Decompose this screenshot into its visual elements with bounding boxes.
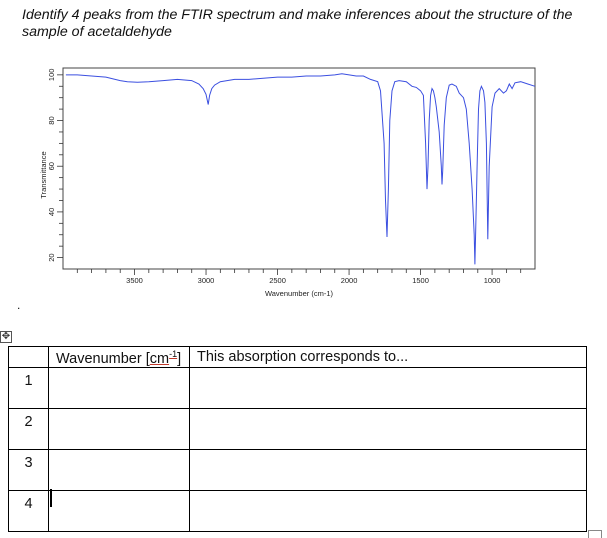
- table-row: 4: [8, 489, 587, 532]
- x-tick-label: 1500: [412, 276, 429, 285]
- row-number: 4: [8, 490, 49, 532]
- x-axis-ticks: [76, 269, 522, 275]
- stray-dot: .: [17, 298, 21, 312]
- x-axis-label: Wavenumber (cm-1): [265, 289, 334, 298]
- y-tick-label: 100: [47, 69, 56, 82]
- y-tick-label: 60: [47, 162, 56, 170]
- y-axis-label: Transmittance: [39, 151, 48, 198]
- header-wavenumber-pre: Wavenumber [: [56, 350, 150, 367]
- row-number: 2: [8, 408, 49, 450]
- header-number-cell: [8, 346, 49, 368]
- y-axis-ticks: [57, 74, 63, 258]
- y-tick-labels: 20 40 60 80 100: [47, 69, 56, 262]
- inference-cell[interactable]: [189, 408, 587, 450]
- table-row: 3: [8, 449, 587, 491]
- move-arrows-icon[interactable]: ✥: [0, 331, 12, 343]
- x-tick-label: 3500: [126, 276, 143, 285]
- wavenumber-cell[interactable]: [48, 449, 190, 491]
- ftir-spectrum-chart: 3500 3000 2500 2000 1500 1000 20 40 60 80 100 Wav…: [39, 67, 536, 298]
- x-tick-label: 2000: [341, 276, 358, 285]
- answer-table: Wavenumber [cm-1] This absorption corres…: [8, 346, 587, 532]
- wavenumber-cell[interactable]: [48, 408, 190, 450]
- x-tick-labels: 3500 3000 2500 2000 1500 1000: [126, 276, 500, 285]
- header-wavenumber-exp: -1: [169, 349, 178, 359]
- y-tick-label: 40: [47, 208, 56, 216]
- header-wavenumber-cell: Wavenumber [cm-1]: [48, 346, 190, 368]
- header-inference-cell: This absorption corresponds to...: [189, 346, 587, 368]
- table-header-row: Wavenumber [cm-1] This absorption corres…: [8, 346, 587, 368]
- row-number: 1: [8, 367, 49, 409]
- text-cursor: [50, 489, 52, 507]
- table-row: 1: [8, 367, 587, 409]
- inference-cell[interactable]: [189, 367, 587, 409]
- x-tick-label: 2500: [269, 276, 286, 285]
- wavenumber-cell[interactable]: [48, 367, 190, 409]
- inference-cell[interactable]: [189, 490, 587, 532]
- y-tick-label: 80: [47, 116, 56, 124]
- row-number: 3: [8, 449, 49, 491]
- question-text: Identify 4 peaks from the FTIR spectrum …: [22, 7, 573, 40]
- x-tick-label: 1000: [484, 276, 501, 285]
- table-row: 2: [8, 408, 587, 450]
- y-tick-label: 20: [47, 253, 56, 261]
- plot-frame: [62, 67, 536, 270]
- header-wavenumber-unit: cm: [149, 350, 170, 367]
- resize-handle-icon[interactable]: [588, 530, 602, 538]
- wavenumber-cell[interactable]: [48, 489, 190, 532]
- spectrum-series-line: [65, 73, 536, 265]
- inference-cell[interactable]: [189, 449, 587, 491]
- header-wavenumber-post: ]: [177, 350, 182, 367]
- x-tick-label: 3000: [198, 276, 215, 285]
